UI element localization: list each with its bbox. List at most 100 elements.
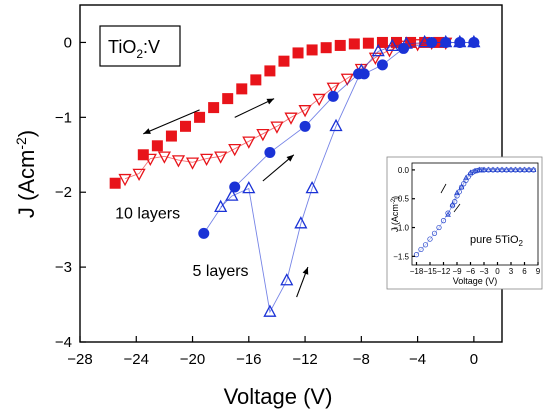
data-point xyxy=(157,151,171,164)
data-point xyxy=(222,93,234,105)
data-point xyxy=(449,201,456,207)
x-tick-label: −9 xyxy=(452,267,462,276)
data-point xyxy=(445,211,451,217)
x-tick-label: 3 xyxy=(509,267,514,276)
series-line xyxy=(124,41,446,180)
data-point xyxy=(445,210,451,216)
inset-y-axis-title: J (Acm-2) xyxy=(390,196,400,232)
data-point xyxy=(312,93,326,107)
annotation-5-layers: 5 layers xyxy=(193,263,249,280)
series-3 xyxy=(214,34,481,317)
direction-arrow xyxy=(143,109,200,135)
inset-x-axis-title: Voltage (V) xyxy=(453,276,498,286)
data-point xyxy=(200,153,214,167)
legend-box: TiO2:V xyxy=(99,25,181,67)
data-point xyxy=(137,149,149,161)
series-line xyxy=(220,41,474,314)
data-point xyxy=(340,73,354,86)
data-point xyxy=(298,105,312,118)
direction-arrow xyxy=(296,266,309,298)
data-point xyxy=(214,151,228,164)
legend-text: TiO2:V xyxy=(108,37,160,61)
data-point xyxy=(280,273,294,286)
data-point xyxy=(499,166,505,172)
x-axis-title: Voltage (V) xyxy=(224,384,333,409)
data-point xyxy=(118,173,132,187)
data-point xyxy=(391,36,402,48)
x-tick-label: −3 xyxy=(479,267,489,276)
direction-arrow xyxy=(262,154,295,182)
x-tick-label: −18 xyxy=(410,267,424,276)
inset-annotation: pure 5TiO2 xyxy=(470,234,524,248)
data-point xyxy=(436,224,442,231)
data-point xyxy=(348,38,360,50)
data-point xyxy=(422,242,429,248)
data-point xyxy=(270,121,284,134)
data-point xyxy=(521,166,528,172)
data-point xyxy=(294,216,308,229)
inset-arrow-mark xyxy=(440,183,447,194)
data-point xyxy=(165,130,177,142)
data-point xyxy=(326,82,340,95)
data-point xyxy=(463,174,469,181)
data-point xyxy=(171,155,186,168)
data-point xyxy=(362,37,374,49)
data-point xyxy=(132,168,146,182)
data-point xyxy=(503,166,510,172)
x-tick-label: −12 xyxy=(437,267,451,276)
x-tick-label: 9 xyxy=(536,267,541,276)
data-point xyxy=(264,147,276,159)
data-point xyxy=(508,166,514,172)
data-point xyxy=(385,38,399,51)
series-1 xyxy=(118,37,453,187)
y-tick-label: −1.0 xyxy=(393,224,409,233)
data-point xyxy=(476,166,483,172)
series-1 xyxy=(445,166,537,217)
data-point xyxy=(329,118,343,132)
data-point xyxy=(242,180,256,194)
data-point xyxy=(228,143,242,157)
data-point xyxy=(242,136,256,149)
data-point xyxy=(405,36,417,48)
data-point xyxy=(151,140,163,152)
x-tick-label: 6 xyxy=(522,267,527,276)
data-point xyxy=(284,112,298,125)
data-point xyxy=(431,230,438,236)
data-point xyxy=(413,252,420,258)
data-point xyxy=(530,166,537,172)
data-point xyxy=(256,129,270,142)
data-point xyxy=(427,236,433,242)
y-tick-label: 0 xyxy=(64,34,72,51)
data-point xyxy=(299,120,311,132)
y-tick-label: −2 xyxy=(55,184,72,201)
data-point xyxy=(334,39,346,51)
data-point xyxy=(454,189,460,196)
data-point xyxy=(376,59,388,71)
data-point xyxy=(236,83,248,95)
data-point xyxy=(194,111,206,123)
y-tick-label: −3 xyxy=(55,259,72,276)
x-tick-label: −4 xyxy=(409,351,426,368)
inset-arrow-mark xyxy=(453,203,461,213)
data-point xyxy=(467,34,481,48)
data-point xyxy=(439,34,453,48)
data-point xyxy=(306,44,318,56)
y-axis-title: J (Acm-2) xyxy=(13,130,39,218)
data-point xyxy=(292,47,304,59)
data-point xyxy=(143,153,157,167)
x-tick-label: 0 xyxy=(495,267,500,276)
x-tick-label: −24 xyxy=(124,351,149,368)
data-point xyxy=(481,166,487,172)
x-tick-label: −28 xyxy=(67,351,92,368)
data-point xyxy=(305,180,319,194)
y-tick-label: −0.5 xyxy=(393,195,409,204)
data-point xyxy=(320,42,332,54)
data-point xyxy=(418,34,432,48)
data-point xyxy=(399,36,413,49)
data-point xyxy=(225,188,239,201)
data-point xyxy=(214,199,228,213)
data-point xyxy=(440,218,447,224)
data-point xyxy=(472,167,478,174)
data-point xyxy=(109,177,121,189)
